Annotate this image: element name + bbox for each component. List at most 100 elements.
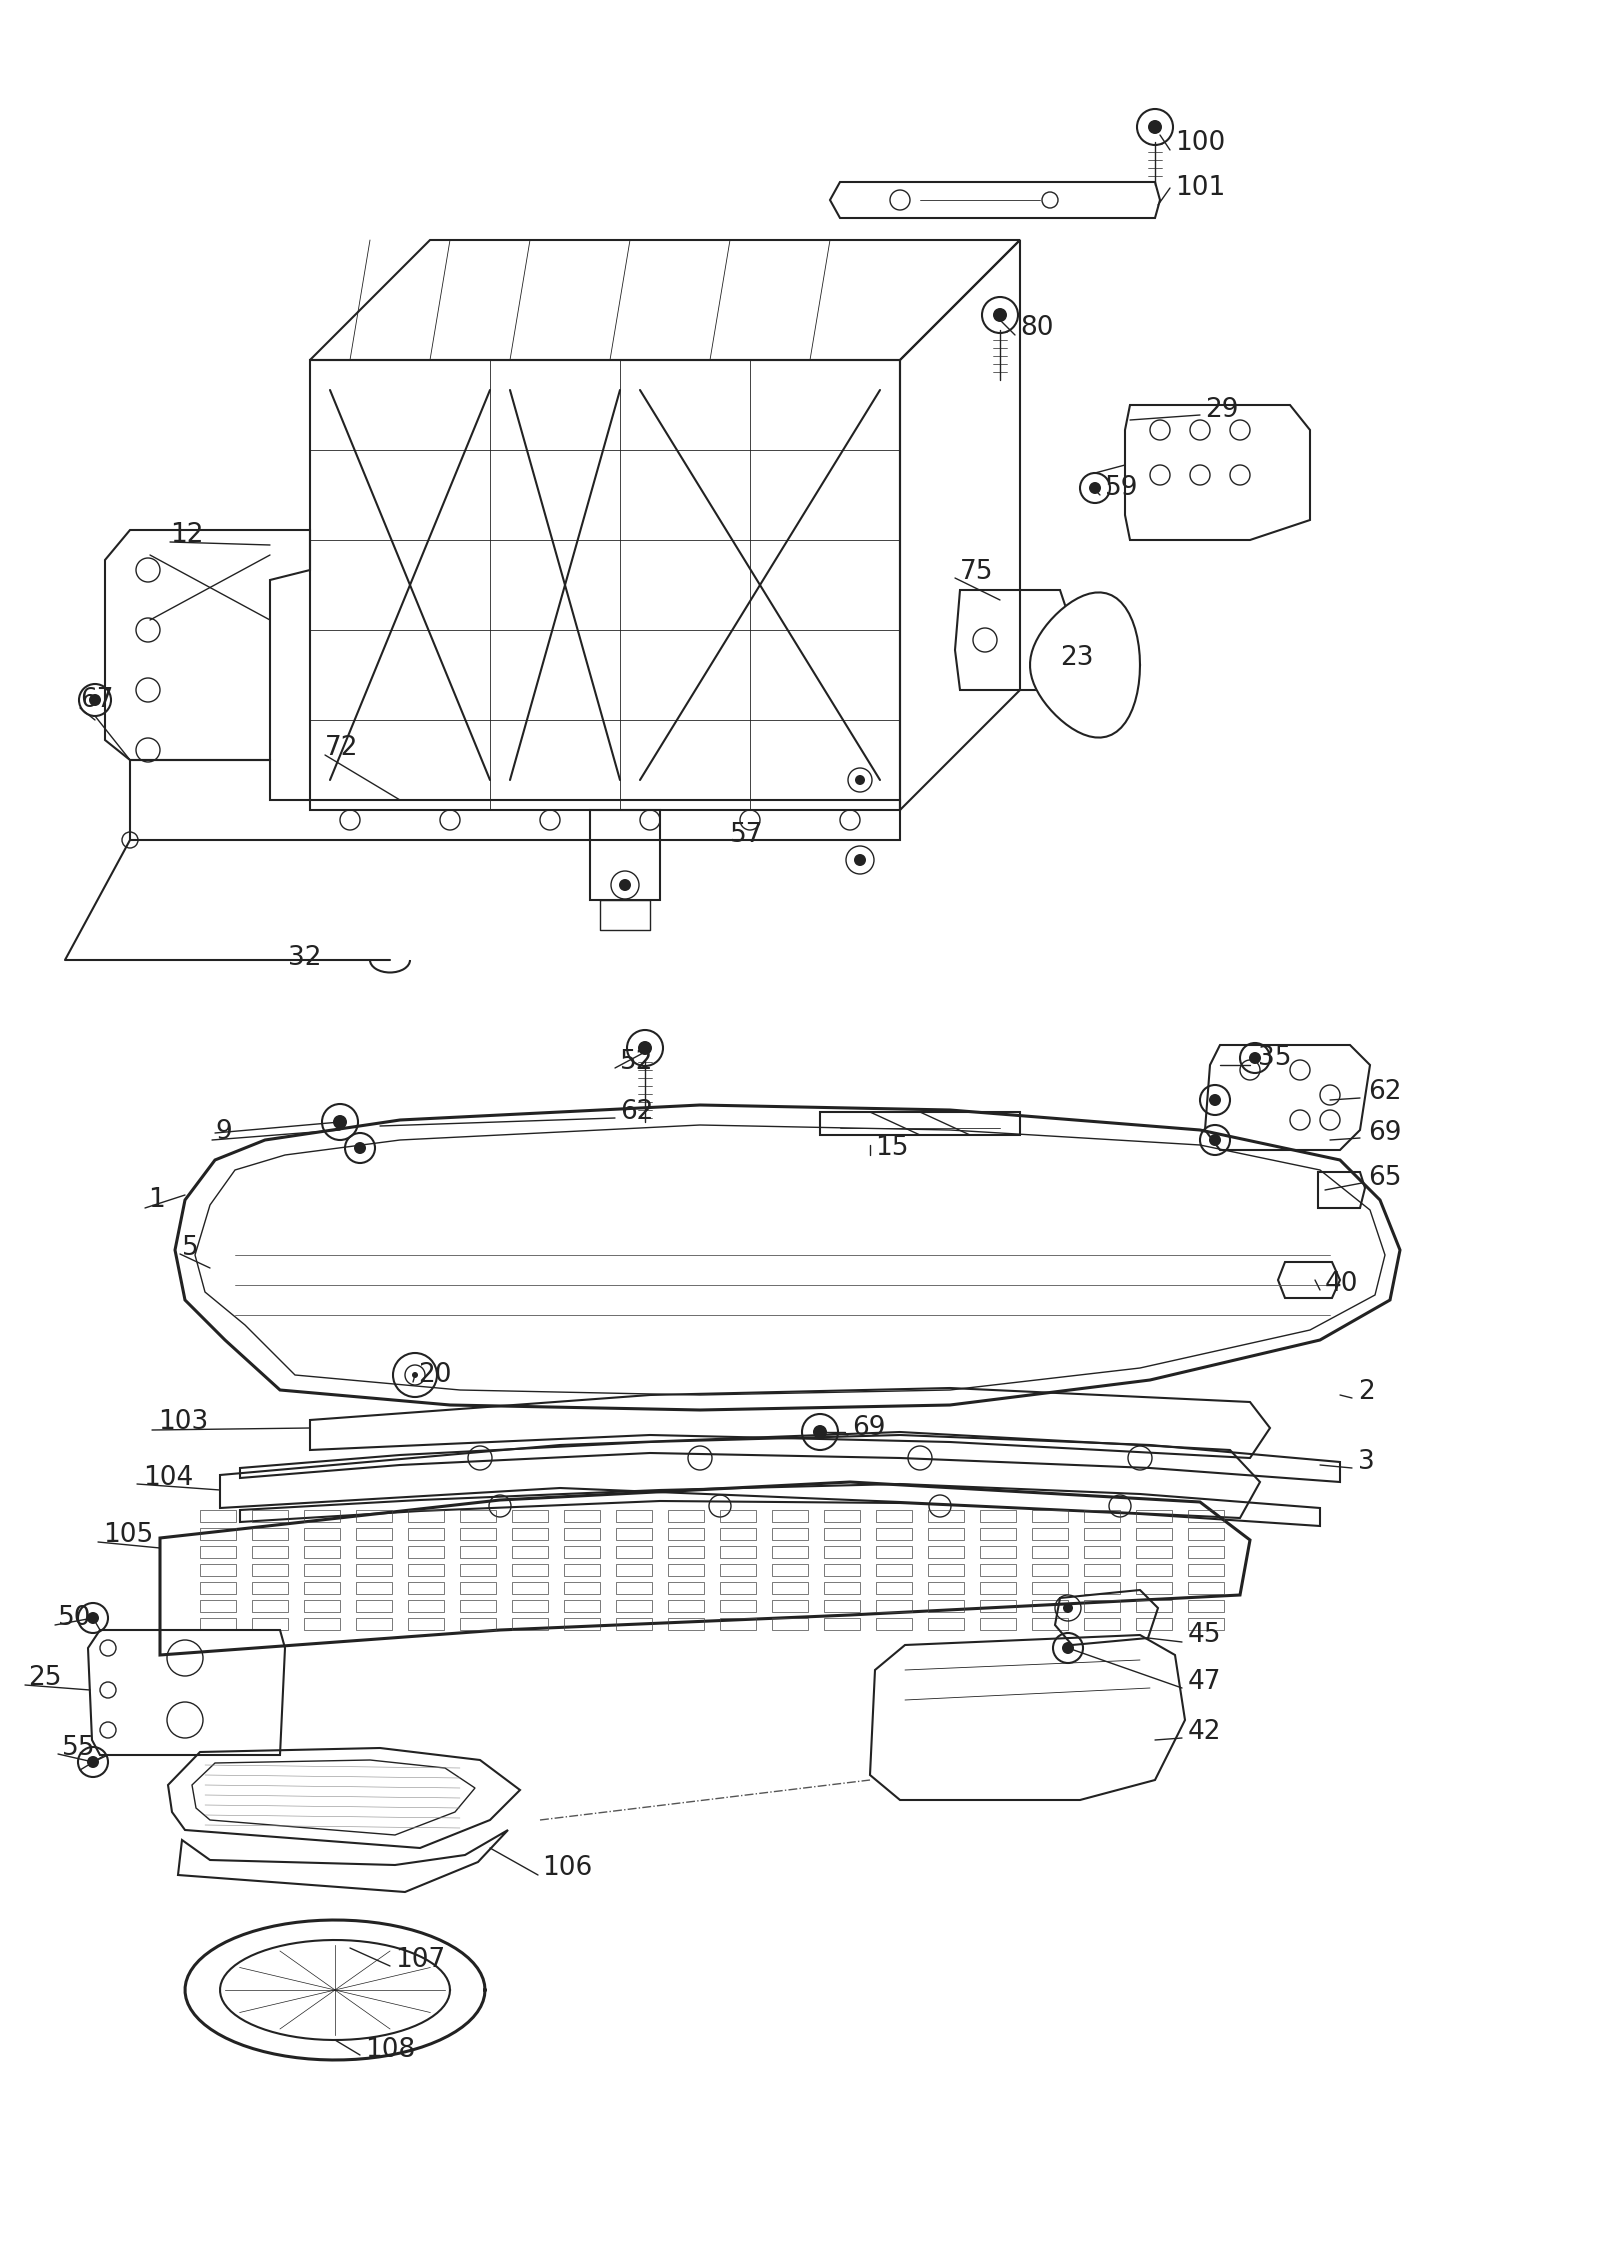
- Bar: [1136, 1545, 1171, 1559]
- Bar: [1085, 1563, 1120, 1577]
- Bar: [771, 1563, 808, 1577]
- Bar: [928, 1529, 963, 1540]
- Bar: [928, 1563, 963, 1577]
- Text: 62: 62: [621, 1099, 653, 1124]
- Bar: [928, 1581, 963, 1595]
- Bar: [928, 1617, 963, 1631]
- Text: 12: 12: [170, 523, 203, 547]
- Bar: [408, 1563, 445, 1577]
- Bar: [720, 1581, 757, 1595]
- Circle shape: [86, 1613, 99, 1624]
- Bar: [563, 1511, 600, 1522]
- Text: 59: 59: [1106, 475, 1139, 500]
- Bar: [408, 1581, 445, 1595]
- Bar: [877, 1545, 912, 1559]
- Text: 3: 3: [1358, 1450, 1374, 1475]
- Bar: [461, 1529, 496, 1540]
- Bar: [771, 1529, 808, 1540]
- Bar: [669, 1529, 704, 1540]
- Bar: [512, 1511, 547, 1522]
- Bar: [616, 1599, 653, 1613]
- Bar: [461, 1545, 496, 1559]
- Bar: [1032, 1617, 1069, 1631]
- Bar: [771, 1599, 808, 1613]
- Bar: [512, 1599, 547, 1613]
- Bar: [1032, 1529, 1069, 1540]
- Circle shape: [1062, 1642, 1074, 1654]
- Bar: [616, 1581, 653, 1595]
- Bar: [1032, 1563, 1069, 1577]
- Text: 15: 15: [875, 1136, 909, 1160]
- Bar: [824, 1563, 861, 1577]
- Bar: [771, 1545, 808, 1559]
- Text: 106: 106: [542, 1855, 592, 1882]
- Text: 52: 52: [621, 1050, 653, 1074]
- Bar: [304, 1529, 339, 1540]
- Bar: [669, 1617, 704, 1631]
- Bar: [512, 1545, 547, 1559]
- Bar: [253, 1617, 288, 1631]
- Bar: [461, 1563, 496, 1577]
- Bar: [928, 1545, 963, 1559]
- Bar: [771, 1581, 808, 1595]
- Text: 57: 57: [730, 821, 763, 848]
- Text: 69: 69: [851, 1416, 885, 1441]
- Bar: [200, 1581, 237, 1595]
- Bar: [253, 1545, 288, 1559]
- Text: 29: 29: [1205, 398, 1238, 423]
- Polygon shape: [186, 1920, 485, 2061]
- Bar: [355, 1599, 392, 1613]
- Bar: [512, 1581, 547, 1595]
- Bar: [979, 1529, 1016, 1540]
- Bar: [1136, 1511, 1171, 1522]
- Text: 1: 1: [147, 1188, 165, 1212]
- Circle shape: [413, 1373, 418, 1378]
- Bar: [355, 1545, 392, 1559]
- Circle shape: [813, 1425, 827, 1439]
- Text: 75: 75: [960, 559, 994, 586]
- Bar: [200, 1617, 237, 1631]
- Text: 69: 69: [1368, 1120, 1402, 1147]
- Circle shape: [854, 855, 866, 866]
- Bar: [563, 1529, 600, 1540]
- Text: 80: 80: [1021, 314, 1053, 342]
- Bar: [720, 1545, 757, 1559]
- Bar: [616, 1511, 653, 1522]
- Circle shape: [854, 776, 866, 785]
- Bar: [253, 1529, 288, 1540]
- Text: 65: 65: [1368, 1165, 1402, 1192]
- Bar: [877, 1599, 912, 1613]
- Bar: [461, 1617, 496, 1631]
- Text: 67: 67: [80, 688, 114, 713]
- Bar: [669, 1599, 704, 1613]
- Bar: [979, 1511, 1016, 1522]
- Bar: [1085, 1599, 1120, 1613]
- Text: 45: 45: [1187, 1622, 1221, 1649]
- Circle shape: [333, 1115, 347, 1129]
- Bar: [563, 1563, 600, 1577]
- Bar: [408, 1545, 445, 1559]
- Bar: [253, 1563, 288, 1577]
- Bar: [512, 1617, 547, 1631]
- Bar: [824, 1599, 861, 1613]
- Bar: [824, 1617, 861, 1631]
- Bar: [200, 1599, 237, 1613]
- Bar: [979, 1563, 1016, 1577]
- Bar: [461, 1599, 496, 1613]
- Text: 104: 104: [142, 1466, 194, 1491]
- Bar: [771, 1617, 808, 1631]
- Bar: [563, 1599, 600, 1613]
- Bar: [877, 1529, 912, 1540]
- Bar: [1032, 1599, 1069, 1613]
- Bar: [979, 1545, 1016, 1559]
- Bar: [304, 1563, 339, 1577]
- Bar: [253, 1511, 288, 1522]
- Text: 47: 47: [1187, 1669, 1221, 1694]
- Text: 101: 101: [1174, 174, 1226, 201]
- Bar: [771, 1511, 808, 1522]
- Bar: [512, 1529, 547, 1540]
- Bar: [616, 1545, 653, 1559]
- Bar: [200, 1563, 237, 1577]
- Text: 105: 105: [102, 1522, 154, 1547]
- Bar: [720, 1511, 757, 1522]
